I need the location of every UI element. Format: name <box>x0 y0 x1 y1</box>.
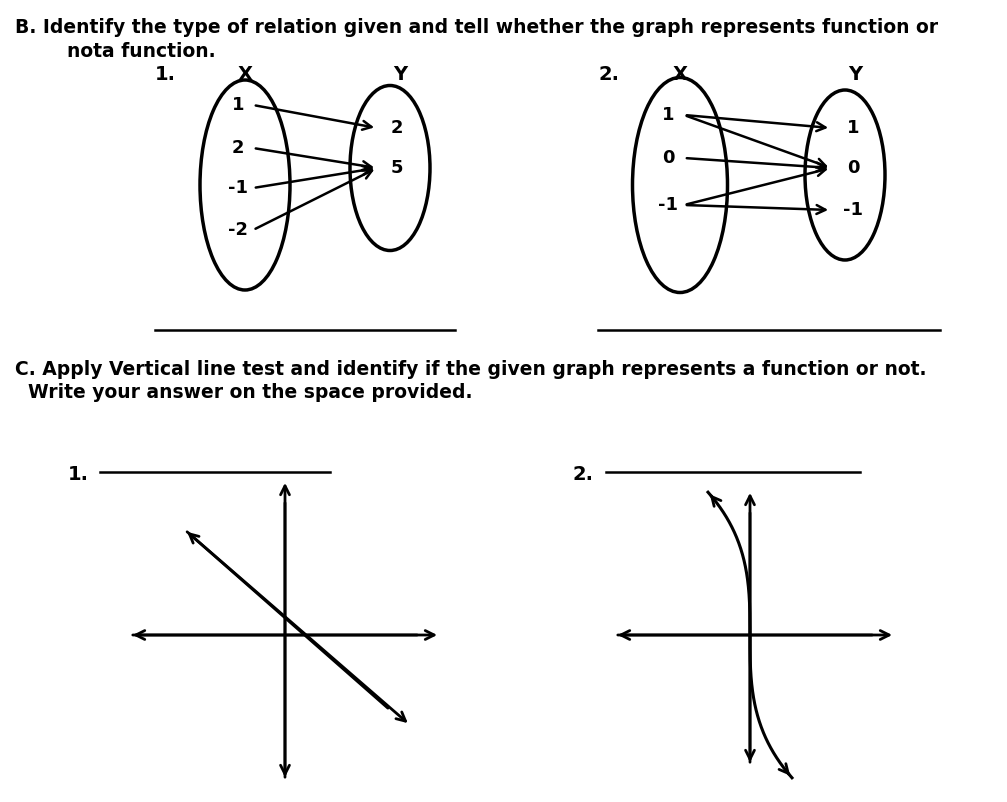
Text: -1: -1 <box>658 196 678 214</box>
Text: 5: 5 <box>391 159 403 177</box>
Text: 1: 1 <box>847 119 859 137</box>
Text: Write your answer on the space provided.: Write your answer on the space provided. <box>15 383 472 402</box>
Text: -1: -1 <box>228 179 248 197</box>
Text: 1.: 1. <box>155 65 176 84</box>
Text: Y: Y <box>393 65 407 84</box>
Text: nota function.: nota function. <box>15 42 215 61</box>
Text: Y: Y <box>848 65 862 84</box>
Text: 2: 2 <box>232 139 245 157</box>
Text: C. Apply Vertical line test and identify if the given graph represents a functio: C. Apply Vertical line test and identify… <box>15 360 926 379</box>
Text: 1.: 1. <box>68 465 89 484</box>
Text: X: X <box>673 65 688 84</box>
Text: X: X <box>238 65 253 84</box>
Text: 1: 1 <box>232 96 245 114</box>
Text: 2.: 2. <box>598 65 619 84</box>
Text: 2.: 2. <box>572 465 593 484</box>
Text: 2: 2 <box>391 119 403 137</box>
Text: 0: 0 <box>847 159 859 177</box>
Text: 0: 0 <box>662 149 675 167</box>
Text: B. Identify the type of relation given and tell whether the graph represents fun: B. Identify the type of relation given a… <box>15 18 939 37</box>
Text: 1: 1 <box>662 106 675 124</box>
Text: -1: -1 <box>843 201 863 219</box>
Text: -2: -2 <box>228 221 248 239</box>
